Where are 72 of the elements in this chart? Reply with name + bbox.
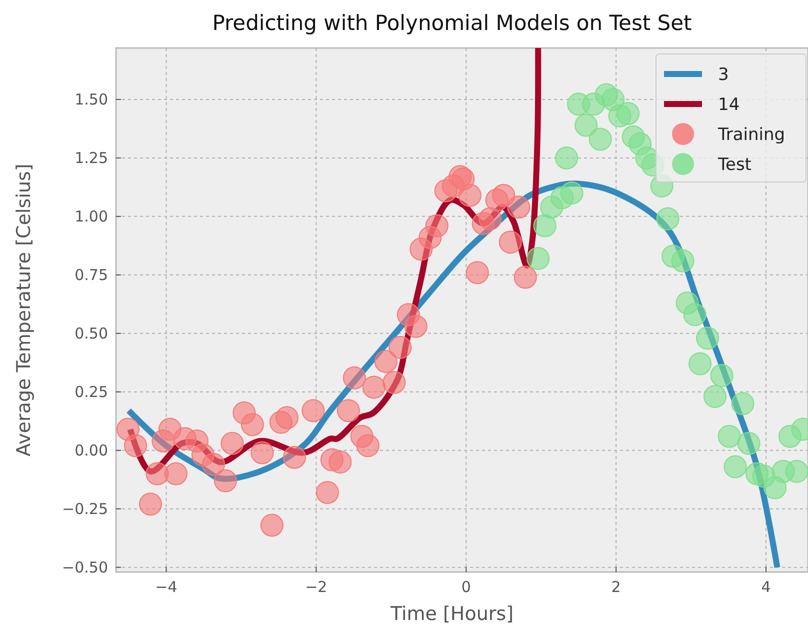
x-tick-label: 2 xyxy=(611,578,621,596)
point xyxy=(302,399,325,422)
point xyxy=(240,413,264,436)
point xyxy=(342,366,366,390)
point xyxy=(146,462,169,486)
legend-label: 3 xyxy=(718,65,729,85)
point xyxy=(737,432,760,455)
point xyxy=(202,452,225,476)
point xyxy=(507,196,530,219)
x-tick-label: 4 xyxy=(761,578,771,596)
y-tick-label: −0.50 xyxy=(62,558,108,576)
point xyxy=(382,371,406,394)
point xyxy=(514,266,537,289)
point xyxy=(374,350,398,373)
point xyxy=(316,480,339,504)
point xyxy=(478,207,502,230)
point xyxy=(683,303,706,326)
x-tick-label: 0 xyxy=(461,578,471,596)
point xyxy=(466,261,489,284)
y-tick-label: 1.25 xyxy=(74,148,108,167)
point xyxy=(328,450,352,474)
point xyxy=(492,184,516,207)
point xyxy=(526,247,550,270)
legend-label: Training xyxy=(717,125,786,145)
point xyxy=(138,492,162,516)
point xyxy=(555,146,578,170)
y-tick-label: 0.75 xyxy=(74,266,108,284)
point xyxy=(498,230,522,254)
point xyxy=(616,102,640,125)
point xyxy=(764,476,787,500)
point xyxy=(718,424,741,448)
legend-label: Test xyxy=(717,155,752,175)
point xyxy=(220,432,244,455)
point xyxy=(574,114,598,137)
point xyxy=(388,336,412,359)
legend-label: 14 xyxy=(718,95,740,115)
point xyxy=(164,462,188,486)
y-axis-title: Average Temperature [Celsius] xyxy=(13,164,35,456)
point xyxy=(688,352,712,376)
y-tick-label: −0.25 xyxy=(62,500,108,518)
y-tick-label: 1.00 xyxy=(74,207,108,226)
point xyxy=(533,214,556,238)
x-axis-title: Time [Hours] xyxy=(389,603,514,625)
point xyxy=(275,406,298,430)
x-tick-label: −4 xyxy=(155,578,178,596)
point xyxy=(425,214,448,238)
point xyxy=(731,392,754,416)
y-tick-label: 1.50 xyxy=(74,90,108,108)
chart-title: Predicting with Polynomial Models on Test Set xyxy=(212,11,692,35)
y-tick-label: 0.50 xyxy=(74,324,108,342)
point xyxy=(362,376,386,399)
x-tick-label: −2 xyxy=(305,578,328,596)
point xyxy=(458,184,482,207)
point xyxy=(404,314,428,338)
y-tick-label: 0.25 xyxy=(74,382,108,401)
point xyxy=(124,434,147,458)
point xyxy=(356,434,380,458)
point xyxy=(785,460,808,483)
point xyxy=(250,441,274,464)
point xyxy=(336,399,360,422)
point xyxy=(560,182,584,205)
point xyxy=(260,514,284,537)
y-tick-label: 0.00 xyxy=(74,441,108,460)
point xyxy=(282,446,306,469)
point xyxy=(704,385,727,408)
point xyxy=(710,364,734,387)
point xyxy=(214,469,237,492)
point xyxy=(671,249,694,272)
point xyxy=(656,207,680,230)
point xyxy=(696,326,720,350)
point xyxy=(588,128,612,151)
point xyxy=(724,455,747,478)
